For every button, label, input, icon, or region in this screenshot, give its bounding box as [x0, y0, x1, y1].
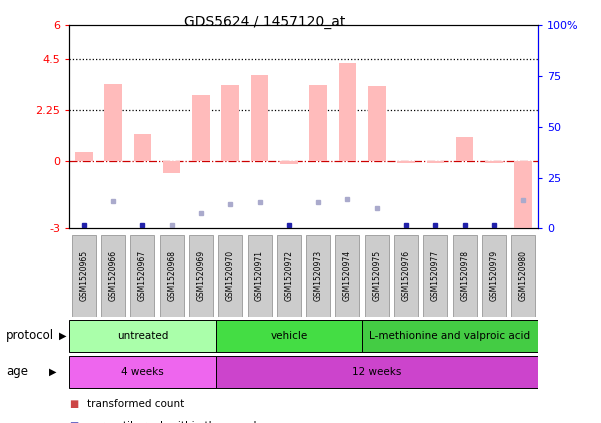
- Text: transformed count: transformed count: [87, 399, 185, 409]
- FancyBboxPatch shape: [69, 356, 216, 388]
- Text: GDS5624 / 1457120_at: GDS5624 / 1457120_at: [184, 15, 345, 29]
- Text: GSM1520974: GSM1520974: [343, 250, 352, 301]
- Text: GSM1520969: GSM1520969: [197, 250, 206, 301]
- Text: GSM1520970: GSM1520970: [226, 250, 235, 301]
- Text: ■: ■: [69, 421, 78, 423]
- Text: GSM1520980: GSM1520980: [519, 250, 528, 301]
- FancyBboxPatch shape: [218, 235, 242, 317]
- FancyBboxPatch shape: [189, 235, 213, 317]
- Text: L-methionine and valproic acid: L-methionine and valproic acid: [370, 331, 531, 341]
- Text: GSM1520973: GSM1520973: [314, 250, 323, 301]
- Text: GSM1520965: GSM1520965: [79, 250, 88, 301]
- FancyBboxPatch shape: [335, 235, 359, 317]
- Text: 12 weeks: 12 weeks: [352, 367, 401, 377]
- Text: GSM1520972: GSM1520972: [284, 250, 293, 301]
- Text: GSM1520976: GSM1520976: [401, 250, 410, 301]
- Bar: [456, 137, 474, 161]
- Bar: [163, 161, 180, 173]
- Text: GSM1520979: GSM1520979: [489, 250, 498, 301]
- Bar: [339, 63, 356, 161]
- FancyBboxPatch shape: [511, 235, 535, 317]
- Text: GSM1520971: GSM1520971: [255, 250, 264, 301]
- FancyBboxPatch shape: [130, 235, 154, 317]
- FancyBboxPatch shape: [306, 235, 330, 317]
- FancyBboxPatch shape: [248, 235, 272, 317]
- FancyBboxPatch shape: [277, 235, 301, 317]
- Bar: [192, 95, 210, 161]
- FancyBboxPatch shape: [362, 320, 538, 352]
- Text: GSM1520968: GSM1520968: [167, 250, 176, 301]
- Text: 4 weeks: 4 weeks: [121, 367, 163, 377]
- Text: percentile rank within the sample: percentile rank within the sample: [87, 421, 263, 423]
- Text: GSM1520967: GSM1520967: [138, 250, 147, 301]
- Bar: [221, 85, 239, 161]
- FancyBboxPatch shape: [365, 235, 389, 317]
- Bar: [368, 86, 385, 161]
- Text: protocol: protocol: [6, 330, 54, 342]
- Bar: [397, 161, 415, 163]
- Text: GSM1520975: GSM1520975: [372, 250, 381, 301]
- Bar: [514, 161, 532, 228]
- FancyBboxPatch shape: [482, 235, 506, 317]
- Text: vehicle: vehicle: [270, 331, 308, 341]
- Bar: [310, 85, 327, 161]
- FancyBboxPatch shape: [69, 320, 216, 352]
- Text: age: age: [6, 365, 28, 378]
- Text: ■: ■: [69, 399, 78, 409]
- FancyBboxPatch shape: [72, 235, 96, 317]
- Text: ▶: ▶: [49, 367, 56, 377]
- FancyBboxPatch shape: [216, 320, 362, 352]
- FancyBboxPatch shape: [101, 235, 125, 317]
- FancyBboxPatch shape: [160, 235, 184, 317]
- Bar: [427, 161, 444, 163]
- Bar: [133, 134, 151, 161]
- Text: ▶: ▶: [59, 331, 66, 341]
- Text: untreated: untreated: [117, 331, 168, 341]
- FancyBboxPatch shape: [453, 235, 477, 317]
- Bar: [105, 84, 122, 161]
- Text: GSM1520978: GSM1520978: [460, 250, 469, 301]
- FancyBboxPatch shape: [423, 235, 447, 317]
- Bar: [75, 152, 93, 161]
- FancyBboxPatch shape: [216, 356, 538, 388]
- Bar: [280, 161, 297, 164]
- Text: GSM1520977: GSM1520977: [431, 250, 440, 301]
- Text: GSM1520966: GSM1520966: [109, 250, 118, 301]
- Bar: [485, 161, 502, 163]
- Bar: [251, 75, 268, 161]
- FancyBboxPatch shape: [394, 235, 418, 317]
